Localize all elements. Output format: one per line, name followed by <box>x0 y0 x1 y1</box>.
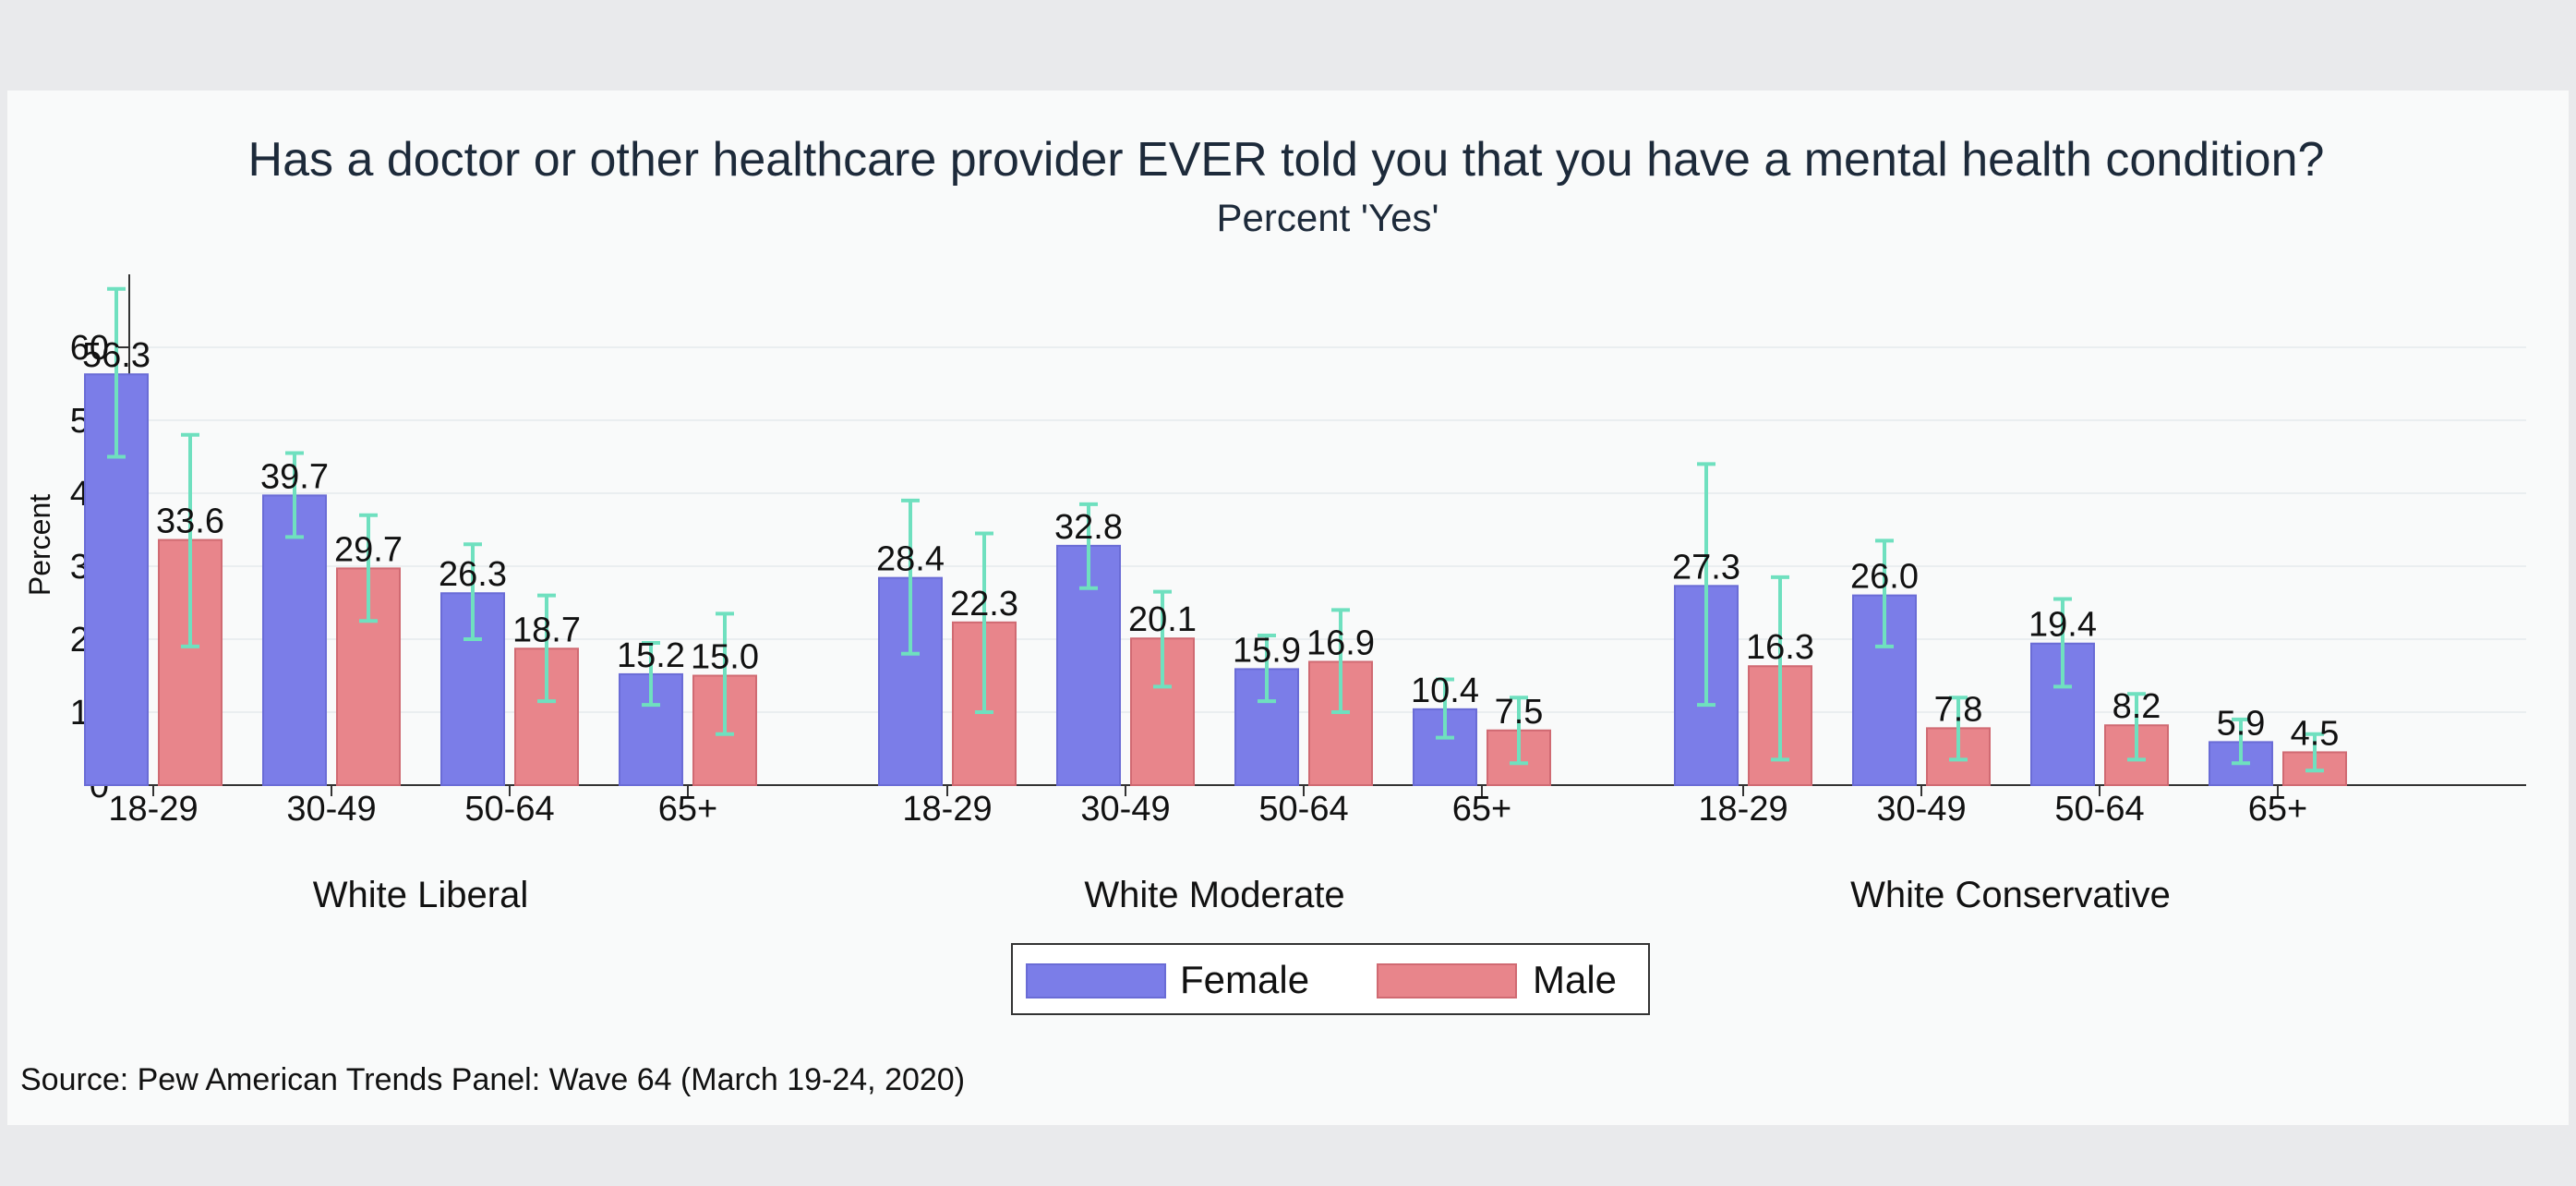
source-note: Source: Pew American Trends Panel: Wave … <box>20 1062 965 1097</box>
data-label-female-0-2: 26.3 <box>439 555 507 594</box>
data-label-male-0-3: 15.0 <box>691 638 759 677</box>
legend-label-female: Female <box>1180 958 1309 1001</box>
x-tick-label-1-3: 65+ <box>1452 790 1511 829</box>
data-label-male-1-3: 7.5 <box>1495 693 1544 732</box>
chart-title: Has a doctor or other healthcare provide… <box>248 133 2325 187</box>
x-tick-label-0-0: 18-29 <box>108 790 198 829</box>
data-label-female-2-2: 19.4 <box>2028 606 2097 645</box>
x-tick-labels: 18-29 30-49 50-64 65+ White Liberal 18-29 30-4… <box>108 790 2307 915</box>
data-label-male-1-0: 22.3 <box>950 585 1018 623</box>
chart-subtitle: Percent 'Yes' <box>1217 196 1439 239</box>
x-tick-label-2-1: 30-49 <box>1876 790 1966 829</box>
y-tick-label-60: 60 <box>70 329 109 368</box>
data-label-male-2-1: 7.8 <box>1934 690 1983 729</box>
data-label-female-0-3: 15.2 <box>617 636 685 675</box>
data-label-female-2-3: 5.9 <box>2217 704 2266 743</box>
gridlines <box>129 346 2526 713</box>
legend: Female Male <box>1011 943 1650 1015</box>
legend-label-male: Male <box>1533 958 1617 1001</box>
error-bars <box>107 286 2324 773</box>
legend-swatch-male <box>1377 963 1517 998</box>
data-label-female-2-0: 27.3 <box>1672 548 1740 587</box>
x-tick-label-0-2: 50-64 <box>464 790 554 829</box>
chart: 0102030405060 56.333.639.729.726.318.715… <box>20 133 2526 1097</box>
y-axis-label: Percent <box>23 494 56 596</box>
data-label-male-0-0: 33.6 <box>156 502 224 541</box>
x-tick-label-0-1: 30-49 <box>286 790 376 829</box>
x-tick-label-1-0: 18-29 <box>902 790 992 829</box>
x-tick-label-2-2: 50-64 <box>2054 790 2144 829</box>
data-label-male-0-2: 18.7 <box>512 611 581 649</box>
bars <box>84 373 2347 787</box>
data-label-female-0-0: 56.3 <box>82 336 150 375</box>
data-label-male-0-1: 29.7 <box>334 530 403 569</box>
x-tick-label-1-2: 50-64 <box>1258 790 1348 829</box>
data-label-female-0-1: 39.7 <box>260 457 329 496</box>
data-label-male-1-2: 16.9 <box>1306 623 1375 662</box>
group-label-2: White Conservative <box>1850 875 2171 915</box>
data-label-male-2-2: 8.2 <box>2113 687 2161 726</box>
group-label-0: White Liberal <box>313 875 528 915</box>
data-labels: 56.3 33.6 39.729.7 26.318.7 15.2 15.0 28.422.3… <box>82 336 2339 753</box>
data-label-male-1-1: 20.1 <box>1128 600 1197 639</box>
x-tick-label-2-3: 65+ <box>2248 790 2307 829</box>
x-tick-label-0-3: 65+ <box>658 790 717 829</box>
data-label-female-1-2: 15.9 <box>1233 631 1301 670</box>
data-label-male-2-3: 4.5 <box>2291 714 2340 753</box>
data-label-female-1-0: 28.4 <box>876 540 945 579</box>
data-label-female-1-3: 10.4 <box>1411 672 1479 710</box>
data-label-male-2-0: 16.3 <box>1746 628 1814 667</box>
chart-panel: 0102030405060 56.333.639.729.726.318.715… <box>7 91 2569 1125</box>
legend-swatch-female <box>1026 963 1166 998</box>
x-tick-label-2-0: 18-29 <box>1698 790 1788 829</box>
bar-female-0-1 <box>262 494 327 786</box>
data-label-female-1-1: 32.8 <box>1054 508 1123 547</box>
data-label-female-2-1: 26.0 <box>1850 558 1919 597</box>
x-tick-label-1-1: 30-49 <box>1080 790 1170 829</box>
bar-male-1-2 <box>1308 660 1373 786</box>
group-label-1: White Moderate <box>1084 875 1344 915</box>
